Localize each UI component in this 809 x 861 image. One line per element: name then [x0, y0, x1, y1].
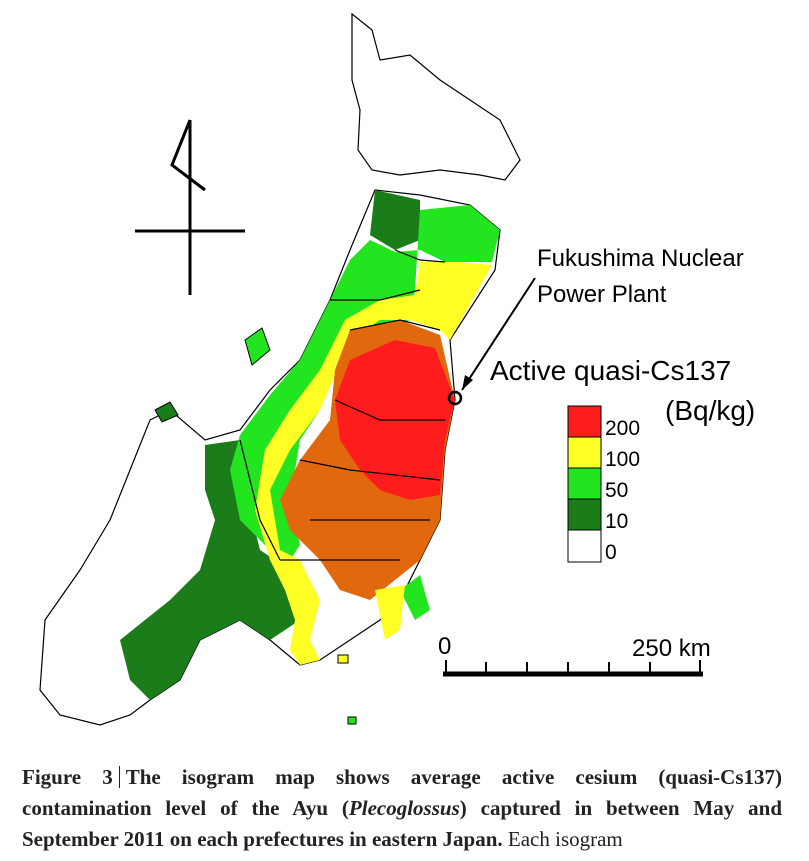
island — [337, 654, 349, 664]
plant-label: Fukushima Nuclear — [537, 245, 744, 272]
caption-text: The isogram map shows average active ces… — [22, 765, 782, 820]
zone-dark-green — [120, 440, 300, 700]
scale-end: 250 km — [632, 635, 711, 662]
legend-label: 10 — [605, 510, 628, 533]
map: Fukushima Nuclear Power Plant Active qua… — [39, 12, 755, 726]
caption-italic: Plecoglossus — [348, 796, 460, 820]
arrow — [461, 277, 536, 391]
arrow-head — [462, 375, 473, 390]
measure-label: Active quasi-Cs137 — [490, 355, 731, 386]
zone-green — [400, 575, 430, 620]
island — [244, 327, 271, 366]
land — [351, 12, 521, 181]
separator — [118, 766, 120, 788]
island — [154, 401, 179, 423]
legend-swatch — [567, 498, 602, 532]
borders — [239, 249, 446, 561]
unit-label: (Bq/kg) — [665, 395, 755, 426]
legend-label: 200 — [605, 417, 640, 440]
island — [347, 716, 357, 725]
scale-start: 0 — [438, 633, 451, 660]
zone-dark-green — [370, 190, 420, 250]
zone-yellow — [375, 585, 405, 640]
legend-swatch — [567, 436, 602, 470]
legend-label: 0 — [605, 541, 617, 564]
legend-swatch — [567, 405, 602, 439]
zone-yellow — [255, 262, 492, 665]
zone-green — [230, 205, 500, 560]
scale-bar: 0 250 km — [438, 633, 711, 677]
legend-swatch — [567, 529, 602, 563]
caption-text: ) captured in between May and September … — [22, 796, 782, 851]
figure-label: Figure 3 — [22, 765, 113, 789]
plant-marker — [447, 390, 463, 406]
legend-label: 100 — [605, 448, 640, 471]
legend-swatch — [567, 467, 602, 501]
caption-text: Each isogram — [507, 827, 623, 851]
plant-label: Power Plant — [537, 281, 667, 308]
legend-label: 50 — [605, 479, 628, 502]
north-arrow — [135, 119, 245, 295]
caption: Figure 3 The isogram map shows average ac… — [22, 762, 782, 855]
